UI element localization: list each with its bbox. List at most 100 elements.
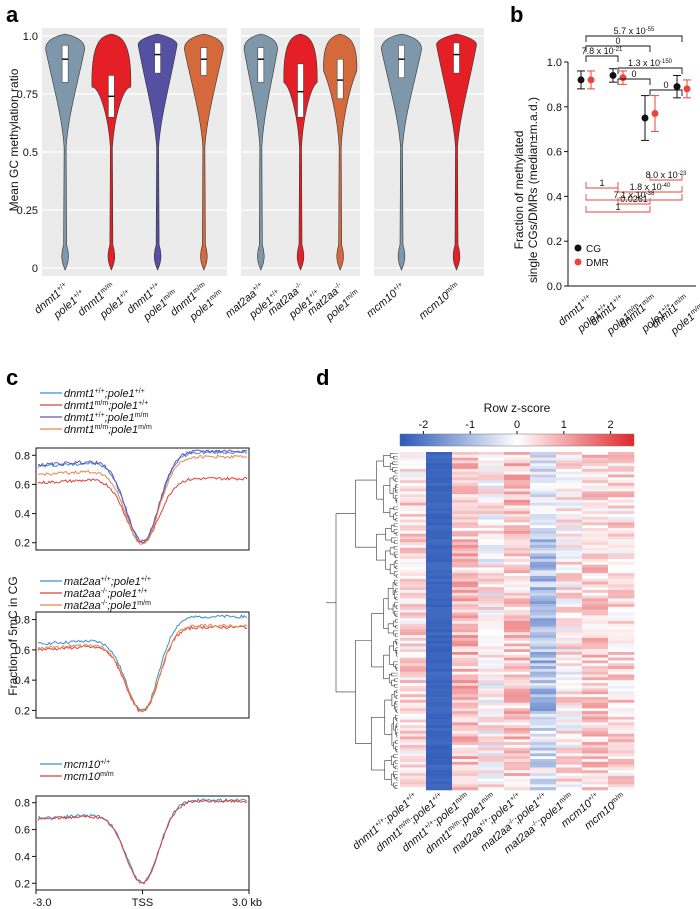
heatmap-cell [556, 592, 583, 596]
heatmap-cell [556, 649, 583, 653]
heatmap-cell [426, 522, 453, 526]
heatmap-cell [556, 530, 583, 534]
heatmap-cell [478, 722, 505, 726]
panel-letter-d: d [316, 365, 329, 390]
heatmap-cell [478, 651, 505, 656]
heatmap-cell [556, 747, 583, 751]
heatmap-cell [452, 592, 479, 596]
violin-shape [184, 33, 224, 271]
heatmap-cell [608, 575, 635, 580]
heatmap-cell [582, 511, 609, 515]
heatmap-cell [608, 750, 635, 754]
heatmap-cell [426, 584, 453, 588]
heatmap-cell [582, 463, 609, 467]
heatmap-cell [530, 646, 557, 650]
heatmap-cell [530, 547, 557, 551]
heatmap-cell [478, 699, 505, 703]
heatmap-cell [452, 657, 479, 661]
heatmap-cell [608, 561, 635, 565]
heatmap-cell [400, 485, 427, 489]
heatmap-cell [452, 584, 479, 588]
heatmap-cell [582, 542, 609, 546]
heatmap-cell [582, 570, 609, 574]
p-value-label-dmr: 1 [599, 178, 604, 188]
heatmap-cell [452, 764, 479, 768]
heatmap-cell [556, 744, 583, 749]
heatmap-cell [400, 637, 427, 642]
significance-bracket-dmr [617, 198, 651, 205]
significance-bracket-dmr [585, 206, 651, 213]
heatmap-cell [556, 584, 583, 588]
heatmap-cell [426, 618, 453, 622]
heatmap-cell [556, 719, 583, 723]
heatmap-cell [478, 756, 505, 760]
violin-iqr-box [257, 47, 265, 83]
violin-iqr-box [398, 45, 405, 79]
heatmap-cell [452, 623, 479, 627]
data-point-cg [673, 83, 681, 91]
heatmap-cell [478, 615, 505, 619]
heatmap-cell [400, 595, 427, 599]
significance-bracket [617, 67, 683, 74]
heatmap-cell [582, 666, 609, 670]
heatmap-cell [452, 640, 479, 644]
heatmap-cell [530, 502, 557, 506]
heatmap-cell [426, 533, 453, 537]
heatmap-cell [400, 711, 427, 715]
heatmap-cell [582, 604, 609, 608]
heatmap-cell [608, 457, 635, 461]
heatmap-cell [478, 711, 505, 715]
heatmap-cell [504, 609, 531, 613]
heatmap-cell [400, 761, 427, 765]
heatmap-cell [530, 513, 557, 518]
heatmap-cell [478, 646, 505, 650]
heatmap-cell [556, 651, 583, 656]
heatmap-cell [478, 559, 505, 563]
heatmap-cell [608, 601, 635, 605]
heatmap-cell [504, 637, 531, 642]
heatmap-cell [504, 454, 531, 458]
heatmap-cell [608, 536, 635, 540]
heatmap-cell [426, 739, 453, 743]
heatmap-cell [582, 485, 609, 489]
heatmap-cell [478, 590, 505, 594]
heatmap-cell [556, 460, 583, 464]
heatmap-cell [608, 685, 635, 689]
heatmap-cell [608, 759, 635, 763]
violin-y-tick: 0.5 [23, 147, 38, 159]
heatmap-cell [530, 516, 557, 520]
heatmap-cell [426, 587, 453, 591]
heatmap-cell [478, 725, 505, 729]
heatmap-cell [504, 587, 531, 591]
heatmap-cell [400, 671, 427, 675]
tss-profile-line [37, 454, 248, 545]
colorbar [399, 433, 635, 447]
heatmap-cell [582, 747, 609, 751]
heatmap-cell [530, 460, 557, 464]
heatmap-cell [478, 494, 505, 498]
heatmap-cell [426, 699, 453, 703]
heatmap-cell [452, 733, 479, 737]
heatmap-cell [556, 505, 583, 509]
heatmap-cell [400, 528, 427, 532]
heatmap-cell [400, 666, 427, 670]
heatmap-cell [426, 663, 453, 667]
heatmap-cell [582, 680, 609, 684]
heatmap-cell [478, 497, 505, 501]
tss-profile-line [37, 799, 248, 885]
panel-letter-a: a [6, 2, 19, 27]
heatmap-cell [530, 685, 557, 689]
heatmap-cell [582, 533, 609, 537]
heatmap-cell [426, 570, 453, 574]
tss-profile-line [37, 449, 248, 544]
heatmap-cell [478, 694, 505, 698]
heatmap-cell [530, 550, 557, 554]
heatmap-cell [608, 578, 635, 582]
violin-iqr-box [200, 47, 208, 76]
heatmap-cell [530, 606, 557, 611]
tss-y-tick: 0.8 [15, 450, 30, 462]
heatmap-cell [504, 713, 531, 718]
heatmap-cell [504, 694, 531, 698]
heatmap-cell [478, 747, 505, 751]
tss-y-tick: 0.6 [15, 645, 30, 657]
